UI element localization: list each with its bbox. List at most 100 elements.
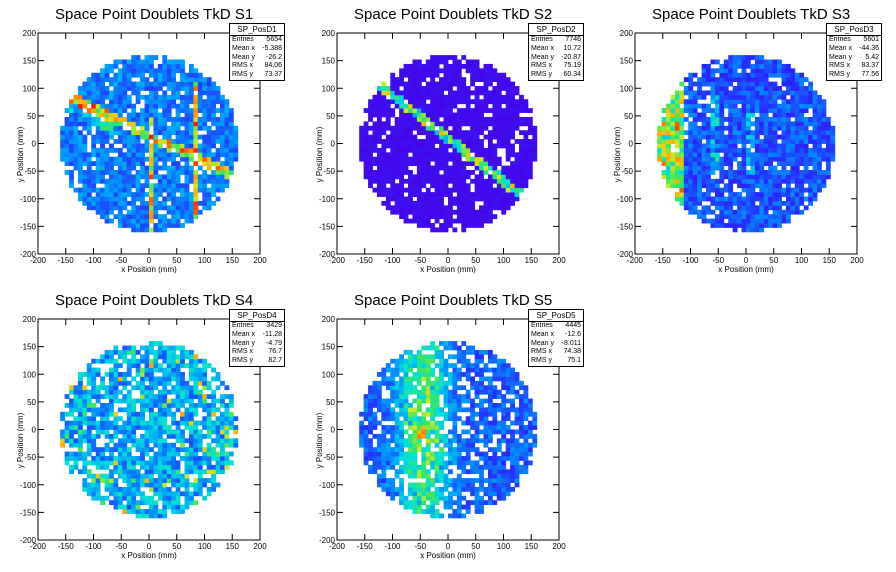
- heatmap-bin: [135, 72, 141, 78]
- heatmap-bin: [763, 183, 769, 189]
- heatmap-bin: [193, 420, 199, 426]
- heatmap-bin: [759, 200, 765, 206]
- heatmap-bin: [385, 152, 391, 158]
- heatmap-bin: [461, 223, 467, 228]
- heatmap-bin: [211, 116, 216, 122]
- heatmap-bin: [817, 99, 822, 105]
- heatmap-bin: [825, 121, 831, 127]
- heatmap-bin: [122, 509, 128, 514]
- heatmap-bin: [82, 389, 88, 395]
- heatmap-bin: [399, 130, 404, 136]
- heatmap-bin: [714, 178, 720, 184]
- heatmap-bin: [372, 139, 378, 144]
- heatmap-bin: [220, 178, 225, 184]
- heatmap-bin: [399, 121, 404, 127]
- heatmap-bin: [781, 94, 787, 100]
- heatmap-bin: [425, 178, 431, 184]
- heatmap-bin: [465, 116, 471, 122]
- heatmap-bin: [479, 218, 484, 224]
- heatmap-bin: [368, 451, 373, 457]
- heatmap-bin: [781, 77, 787, 83]
- heatmap-bin: [109, 456, 114, 461]
- heatmap-bin: [448, 187, 453, 193]
- heatmap-bin: [162, 385, 168, 391]
- heatmap-bin: [109, 174, 114, 180]
- heatmap-bin: [77, 178, 83, 184]
- heatmap-bin: [171, 205, 177, 211]
- heatmap-bin: [421, 77, 427, 83]
- heatmap-bin: [82, 99, 88, 105]
- heatmap-bin: [153, 491, 159, 497]
- heatmap-bin: [113, 345, 119, 351]
- heatmap-bin: [104, 152, 110, 158]
- heatmap-bin: [180, 165, 185, 171]
- heatmap-bin: [785, 214, 791, 220]
- heatmap-bin: [777, 218, 782, 224]
- heatmap-bin: [180, 170, 185, 175]
- heatmap-bin: [465, 170, 471, 175]
- heatmap-bin: [697, 112, 702, 118]
- heatmap-bin: [193, 143, 199, 149]
- heatmap-bin: [759, 214, 765, 220]
- heatmap-bin: [728, 108, 734, 113]
- heatmap-bin: [714, 125, 720, 131]
- heatmap-bin: [412, 81, 418, 87]
- heatmap-bin: [390, 187, 396, 193]
- heatmap-bin: [399, 187, 404, 193]
- heatmap-bin: [799, 161, 805, 166]
- heatmap-bin: [479, 156, 484, 162]
- heatmap-bin: [425, 209, 431, 215]
- heatmap-bin: [64, 116, 70, 122]
- heatmap-bin: [77, 469, 83, 475]
- heatmap-bin: [162, 509, 168, 514]
- heatmap-bin: [363, 447, 369, 452]
- heatmap-bin: [443, 152, 449, 158]
- stats-value: 5601: [863, 36, 879, 43]
- heatmap-bin: [759, 196, 765, 202]
- heatmap-bin: [109, 478, 114, 483]
- heatmap-bin: [723, 170, 729, 175]
- heatmap-bin: [803, 86, 809, 91]
- heatmap-bin: [224, 183, 230, 189]
- heatmap-bin: [104, 402, 110, 408]
- heatmap-bin: [202, 372, 208, 377]
- heatmap-bin: [768, 174, 774, 180]
- heatmap-bin: [799, 90, 805, 96]
- heatmap-bin: [785, 139, 791, 144]
- heatmap-bin: [474, 77, 480, 83]
- heatmap-bin: [399, 367, 404, 373]
- heatmap-bin: [661, 108, 667, 113]
- heatmap-bin: [683, 170, 689, 175]
- heatmap-bin: [91, 433, 97, 439]
- heatmap-bin: [474, 183, 480, 189]
- heatmap-bin: [91, 77, 97, 83]
- heatmap-bin: [188, 63, 194, 69]
- heatmap-bin: [368, 416, 373, 422]
- heatmap-bin: [492, 196, 498, 202]
- heatmap-bin: [412, 72, 418, 78]
- heatmap-bin: [206, 491, 212, 497]
- heatmap-bin: [197, 174, 203, 180]
- heatmap-bin: [188, 464, 194, 470]
- heatmap-bin: [737, 200, 742, 206]
- heatmap-bin: [69, 425, 74, 430]
- heatmap-bin: [412, 99, 418, 105]
- heatmap-bin: [448, 223, 453, 228]
- heatmap-bin: [683, 147, 689, 153]
- heatmap-bin: [523, 103, 529, 109]
- heatmap-bin: [135, 500, 141, 506]
- heatmap-bin: [73, 156, 79, 162]
- heatmap-bin: [479, 108, 484, 113]
- heatmap-bin: [135, 411, 141, 417]
- heatmap-bin: [153, 187, 159, 193]
- heatmap-bin: [193, 376, 199, 382]
- heatmap-bin: [408, 218, 413, 224]
- heatmap-bin: [95, 491, 101, 497]
- heatmap-bin: [434, 161, 440, 166]
- heatmap-bin: [803, 156, 809, 162]
- heatmap-bin: [180, 143, 185, 149]
- heatmap-bin: [381, 112, 387, 118]
- heatmap-bin: [166, 349, 172, 355]
- heatmap-bin: [763, 134, 769, 140]
- heatmap-bin: [144, 363, 150, 369]
